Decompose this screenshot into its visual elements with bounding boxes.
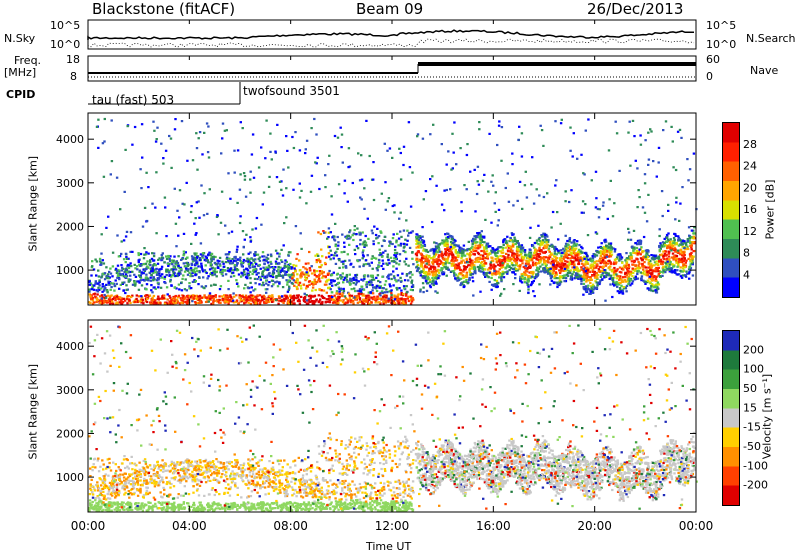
- velocity-colorbar-label: Velocity [m s⁻¹]: [760, 373, 774, 460]
- colorbar-tick-label: 100: [743, 363, 764, 376]
- x-tick-label: 08:00: [273, 519, 308, 533]
- y-tick-label: 2000: [56, 427, 84, 440]
- colorbar-tick-label: 15: [743, 401, 757, 414]
- freq-tick-top: 18: [66, 53, 80, 66]
- colorbar-tick-label: 8: [743, 247, 750, 260]
- colorbar-tick-label: 20: [743, 181, 757, 194]
- freq-unit: [MHz]: [4, 66, 37, 79]
- colorbar-tick-label: -100: [743, 459, 768, 472]
- colorbar-tick-label: 50: [743, 382, 757, 395]
- cpid-mode-2: twofsound 3501: [243, 84, 340, 98]
- power-ylabel: Slant Range [km]: [26, 155, 40, 252]
- date-label: 26/Dec/2013: [587, 0, 684, 18]
- cpid-label: CPID: [6, 88, 36, 101]
- nsky-tick-top: 10^5: [50, 19, 81, 32]
- nave-tick-top: 60: [706, 53, 720, 66]
- y-tick-label: 3000: [56, 384, 84, 397]
- nsearch-label: N.Search: [746, 32, 796, 45]
- nsearch-tick-bottom: 10^0: [706, 38, 737, 51]
- freq-tick-bottom: 8: [70, 70, 77, 83]
- y-tick-label: 4000: [56, 133, 84, 146]
- nave-tick-bottom: 0: [706, 70, 713, 83]
- colorbar-tick-label: -15: [743, 421, 761, 434]
- nsky-label: N.Sky: [4, 32, 36, 45]
- x-tick-label: 00:00: [679, 519, 714, 533]
- nave-label: Nave: [750, 64, 779, 77]
- colorbar-tick-label: 200: [743, 343, 764, 356]
- colorbar-tick-label: 28: [743, 138, 757, 151]
- nsky-trace: [87, 29, 695, 40]
- power-scatter: [88, 117, 698, 305]
- power-colorbar: [722, 122, 740, 298]
- freq-label: Freq.: [14, 54, 42, 67]
- colorbar-tick-label: -50: [743, 440, 761, 453]
- x-tick-label: 20:00: [577, 519, 612, 533]
- velocity-ylabel: Slant Range [km]: [26, 363, 40, 460]
- nsearch-trace: [87, 38, 695, 48]
- x-axis-title: Time UT: [366, 540, 412, 553]
- colorbar-tick-label: 16: [743, 203, 757, 216]
- power-colorbar-label: Power [dB]: [763, 179, 777, 240]
- y-tick-label: 2000: [56, 220, 84, 233]
- y-tick-label: 1000: [56, 471, 84, 484]
- y-tick-label: 4000: [56, 340, 84, 353]
- velocity-scatter: [88, 324, 698, 512]
- nsky-tick-bottom: 10^0: [50, 38, 81, 51]
- x-tick-label: 16:00: [476, 519, 511, 533]
- beam-label: Beam 09: [356, 0, 424, 18]
- y-tick-label: 3000: [56, 177, 84, 190]
- plot-title: Blackstone (fitACF): [92, 0, 236, 18]
- colorbar-tick-label: -200: [743, 479, 768, 492]
- y-tick-label: 1000: [56, 264, 84, 277]
- x-tick-label: 04:00: [172, 519, 207, 533]
- velocity-colorbar: [722, 330, 740, 506]
- x-tick-label: 12:00: [375, 519, 410, 533]
- colorbar-tick-label: 24: [743, 160, 757, 173]
- x-tick-label: 00:00: [71, 519, 106, 533]
- nsearch-tick-top: 10^5: [706, 19, 737, 32]
- colorbar-tick-label: 4: [743, 268, 750, 281]
- colorbar-tick-label: 12: [743, 225, 757, 238]
